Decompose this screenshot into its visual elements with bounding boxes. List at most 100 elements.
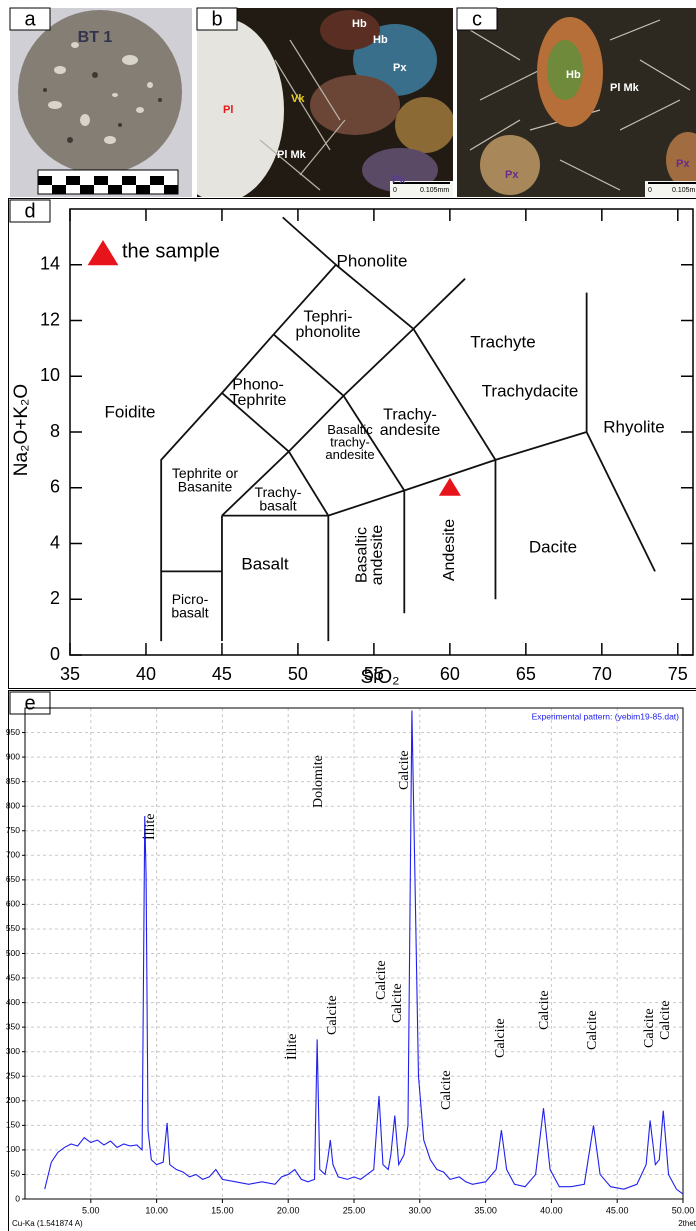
- mineral-label: Px: [505, 169, 519, 181]
- y-tick-label: 350: [6, 1021, 20, 1031]
- field-boundary: [413, 279, 465, 329]
- panel-letter: e: [24, 692, 35, 714]
- field-label: Phono-Tephrite: [230, 377, 287, 409]
- mineral-label: Vk: [291, 93, 305, 105]
- x-tick-label: 50.00: [672, 1205, 695, 1215]
- scale-label: 0: [393, 187, 397, 194]
- mineral-label: Pl Mk: [277, 149, 307, 161]
- mineral-label: Hb: [566, 69, 581, 81]
- field-label: Trachyte: [470, 332, 536, 351]
- peak-label: Calcite: [390, 983, 405, 1023]
- field-label-line: Andesite: [441, 519, 458, 581]
- y-axis-label: Na₂O+K₂O: [11, 384, 32, 476]
- panel-letter: d: [24, 200, 35, 222]
- field-label: Rhyolite: [603, 417, 664, 436]
- page: BT 1 Hb Hb Px Pl Vk Pl Mk Px 0 0.105mm H…: [0, 0, 696, 1231]
- mineral-label: Hb: [373, 34, 388, 46]
- x-tick-label: 15.00: [211, 1205, 234, 1215]
- peak-label: Calcite: [493, 1018, 508, 1058]
- x-tick-label: 70: [592, 664, 612, 684]
- field-label: Foidite: [104, 402, 155, 421]
- scale-bar: [38, 170, 178, 194]
- y-tick-label: 800: [6, 800, 20, 810]
- field-label-line: Basanite: [178, 478, 233, 494]
- field-label-line: andesite: [325, 447, 374, 462]
- peak-label: Dolomite: [311, 755, 326, 808]
- field-label: Trachy-basalt: [255, 484, 302, 513]
- y-tick-label: 750: [6, 825, 20, 835]
- y-tick-label: 550: [6, 923, 20, 933]
- scale-label: 0.105m: [672, 187, 696, 194]
- peak-label: Calcite: [325, 995, 340, 1035]
- x-tick-label: 65: [516, 664, 536, 684]
- x-tick-label: 35.00: [474, 1205, 497, 1215]
- y-tick-label: 50: [11, 1169, 21, 1179]
- x-tick-label: 30.00: [409, 1205, 432, 1215]
- y-tick-label: 150: [6, 1120, 20, 1130]
- y-tick-label: 12: [40, 309, 60, 329]
- x-tick-label: 75: [668, 664, 688, 684]
- peak-label: Calcite: [537, 990, 552, 1030]
- scale-label: 0: [648, 187, 652, 194]
- panel-letter: c: [472, 8, 482, 30]
- field-label: Andesite: [441, 519, 458, 581]
- peak-label: Calcite: [585, 1010, 600, 1050]
- x-tick-label: 50: [288, 664, 308, 684]
- field-label-line: Trachydacite: [482, 381, 579, 400]
- sample-id: BT 1: [78, 29, 113, 46]
- field-label-line: andesite: [369, 525, 386, 586]
- field-label-line: Foidite: [104, 402, 155, 421]
- panel-letter: b: [211, 8, 222, 30]
- y-tick-label: 500: [6, 948, 20, 958]
- y-tick-label: 14: [40, 254, 60, 274]
- y-tick-label: 700: [6, 850, 20, 860]
- y-tick-label: 900: [6, 751, 20, 761]
- y-tick-label: 400: [6, 997, 20, 1007]
- y-tick-label: 200: [6, 1095, 20, 1105]
- field-label-line: andesite: [380, 422, 441, 439]
- x-tick-label: 60: [440, 664, 460, 684]
- legend-label: Experimental pattern: (yebim19-85.dat): [532, 711, 680, 721]
- panel-letter: a: [24, 8, 36, 30]
- y-tick-label: 450: [6, 972, 20, 982]
- figure: BT 1 Hb Hb Px Pl Vk Pl Mk Px 0 0.105mm H…: [0, 0, 696, 1231]
- y-tick-label: 250: [6, 1071, 20, 1081]
- field-label: Basaltictrachy-andesite: [325, 422, 374, 462]
- legend-label: the sample: [122, 240, 220, 262]
- photo-b: [160, 8, 455, 202]
- y-tick-label: 100: [6, 1144, 20, 1154]
- peak-label: İllite: [142, 814, 158, 840]
- photo-c: [457, 8, 696, 197]
- field-label-line: basalt: [259, 497, 296, 513]
- x-axis-label: SiO₂: [360, 667, 399, 688]
- x-axis-label: 2thet: [678, 1219, 696, 1228]
- mineral-label: Px: [676, 158, 690, 170]
- field-boundary: [283, 217, 336, 264]
- x-tick-label: 25.00: [343, 1205, 366, 1215]
- field-label: Phonolite: [337, 251, 408, 270]
- peak-label: Calcite: [439, 1070, 454, 1110]
- y-tick-label: 600: [6, 899, 20, 909]
- field-label-line: Rhyolite: [603, 417, 664, 436]
- y-tick-label: 0: [50, 644, 60, 664]
- y-tick-label: 950: [6, 727, 20, 737]
- field-label-line: Phonolite: [337, 251, 408, 270]
- x-tick-label: 40.00: [540, 1205, 563, 1215]
- y-tick-label: 8: [50, 421, 60, 441]
- x-tick-label: 40: [136, 664, 156, 684]
- field-label: Basalt: [241, 554, 289, 573]
- field-label-line: Trachyte: [470, 332, 536, 351]
- x-tick-label: 35: [60, 664, 80, 684]
- field-label-line: Basalt: [241, 554, 289, 573]
- field-label-line: basalt: [171, 604, 208, 620]
- legend-marker: [88, 240, 119, 265]
- field-label: Trachydacite: [482, 381, 579, 400]
- y-tick-label: 650: [6, 874, 20, 884]
- mineral-label: Pl: [223, 104, 233, 116]
- peak-label: Calcite: [374, 960, 389, 1000]
- y-tick-label: 6: [50, 477, 60, 497]
- field-label: Tephrite orBasanite: [172, 465, 238, 494]
- y-tick-label: 2: [50, 588, 60, 608]
- x-tick-label: 20.00: [277, 1205, 300, 1215]
- mineral-label: Px: [393, 62, 407, 74]
